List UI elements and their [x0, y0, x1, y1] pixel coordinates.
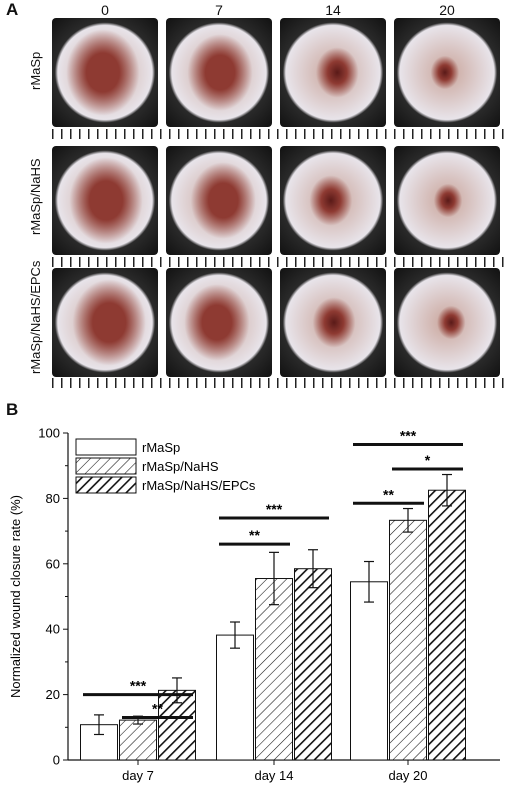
bar-rmasp-nahs [119, 719, 157, 761]
panel-a-label: A [6, 0, 19, 19]
y-tick-label: 100 [38, 426, 60, 441]
row-label-rmasp-nahs: rMaSp/NaHS [28, 158, 43, 235]
wound-photo [52, 268, 158, 377]
wound-photo [52, 146, 158, 255]
bar-rmasp-nahs-epcs [428, 489, 466, 761]
significance-label: ** [152, 700, 163, 716]
scale-ruler [52, 257, 504, 267]
x-tick-label: day 7 [122, 768, 154, 783]
legend-swatch-rmasp-nahs-epcs [75, 476, 137, 494]
legend-swatch-rmasp [75, 438, 137, 456]
legend-label: rMaSp/NaHS/EPCs [142, 478, 256, 493]
significance-label: *** [266, 501, 283, 517]
significance-label: ** [249, 527, 260, 543]
bar-rmasp-nahs [389, 519, 427, 761]
y-tick-label: 60 [46, 556, 60, 571]
y-tick-label: 80 [46, 491, 60, 506]
wound-photo [166, 268, 272, 377]
y-tick-label: 40 [46, 622, 60, 637]
x-tick-label: day 20 [388, 768, 427, 783]
wound-photo [394, 268, 500, 377]
y-tick-label: 20 [46, 687, 60, 702]
wound-photo [166, 146, 272, 255]
significance-label: ** [383, 486, 394, 502]
panel-b-label: B [6, 400, 19, 419]
legend-label: rMaSp/NaHS [142, 459, 219, 474]
bar-rmasp-nahs-epcs [294, 568, 332, 761]
bar-rmasp [350, 581, 388, 761]
wound-photo [394, 18, 500, 127]
row-label-rmasp: rMaSp [28, 51, 43, 90]
wound-photo [280, 146, 386, 255]
day-label-7: 7 [215, 2, 223, 18]
scale-ruler [52, 378, 504, 388]
significance-label: *** [400, 427, 417, 443]
legend-label: rMaSp [142, 440, 180, 455]
row-label-rmasp-nahs-epcs: rMaSp/NaHS/EPCs [28, 260, 43, 374]
wound-photo [166, 18, 272, 127]
x-tick-label: day 14 [254, 768, 293, 783]
y-tick-label: 0 [53, 753, 60, 768]
bar-rmasp-nahs [255, 578, 293, 761]
day-label-0: 0 [101, 2, 109, 18]
wound-photo [394, 146, 500, 255]
significance-label: *** [130, 678, 147, 694]
wound-photo [52, 18, 158, 127]
bar-rmasp [216, 634, 254, 761]
wound-photo [280, 18, 386, 127]
y-axis-title: Normalized wound closure rate (%) [8, 495, 23, 698]
wound-photo [280, 268, 386, 377]
day-label-20: 20 [439, 2, 455, 18]
day-label-14: 14 [325, 2, 341, 18]
wound-closure-bar-chart: 0 20 40 60 80 100 Normalized wound closure rat… [8, 426, 500, 783]
legend-swatch-rmasp-nahs [75, 457, 137, 475]
significance-label: * [425, 452, 431, 468]
scale-ruler [52, 129, 504, 139]
